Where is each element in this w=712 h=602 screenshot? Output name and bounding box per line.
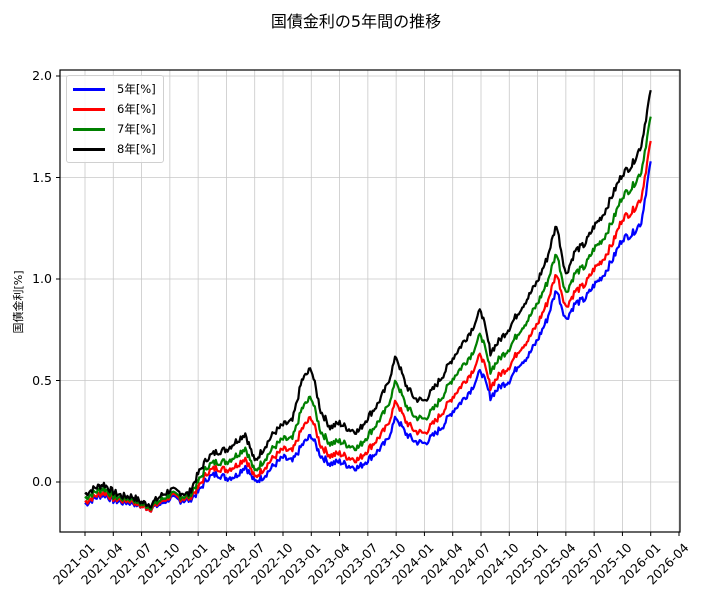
axes-frame <box>59 69 681 533</box>
legend-swatch-6y <box>73 107 105 111</box>
y-tick-label: 0.5 <box>32 372 52 388</box>
legend-item-7y: 7年[%] <box>73 120 156 138</box>
y-tick-label: 1.5 <box>32 169 52 185</box>
chart-title: 国債金利の5年間の推移 <box>270 12 442 31</box>
y-tick-label: 2.0 <box>32 68 52 83</box>
legend-swatch-8y <box>73 147 105 151</box>
legend-label: 5年[%] <box>117 82 156 96</box>
tick-marks <box>56 75 680 536</box>
legend-swatch-5y <box>73 87 105 91</box>
legend: 5年[%] 6年[%] 7年[%] 8年[%] <box>66 75 164 163</box>
series-line <box>84 89 652 509</box>
legend-swatch-7y <box>73 127 105 131</box>
data-series <box>84 89 652 513</box>
legend-item-6y: 6年[%] <box>73 100 156 118</box>
y-tick-label: 0.0 <box>32 474 52 489</box>
legend-item-8y: 8年[%] <box>73 140 156 158</box>
legend-label: 8年[%] <box>117 142 156 156</box>
y-tick-label: 1.0 <box>32 271 52 286</box>
legend-label: 6年[%] <box>117 102 156 116</box>
series-line <box>84 116 652 511</box>
legend-item-5y: 5年[%] <box>73 80 156 98</box>
legend-label: 7年[%] <box>117 122 156 136</box>
